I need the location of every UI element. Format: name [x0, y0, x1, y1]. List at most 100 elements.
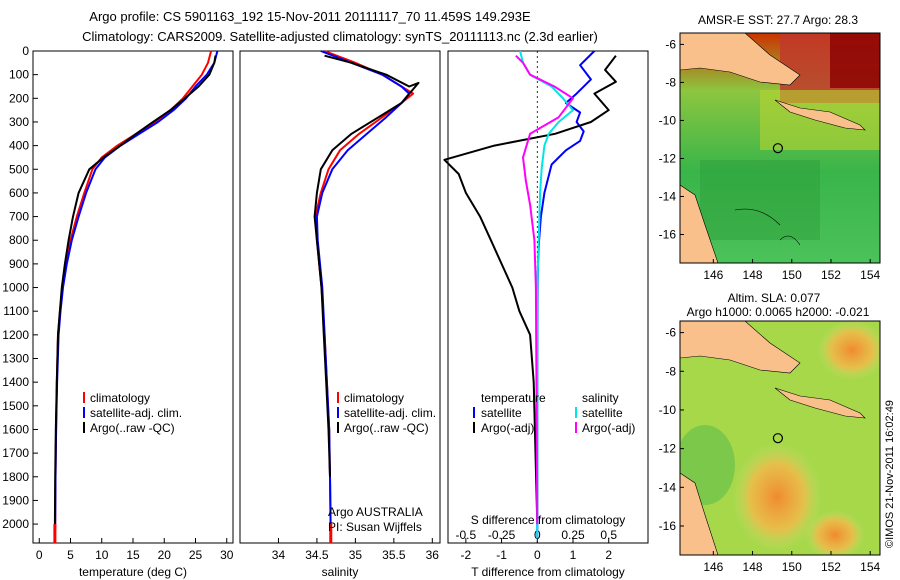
map-x-tick-label: 146: [703, 268, 723, 282]
top-tick-label: -0.25: [488, 528, 516, 542]
depth-tick-label: 500: [9, 162, 29, 176]
depth-tick-label: 900: [9, 257, 29, 271]
legend-label-satellite: satellite-adj. clim.: [90, 406, 182, 420]
x-tick-label: 35.5: [382, 548, 406, 562]
difference-xticks: -2 -1 0 1 2: [461, 538, 612, 562]
series-line-argo-raw-qc-: [53, 55, 217, 525]
map-y-tick-label: -10: [659, 403, 677, 417]
land-islands: [774, 99, 866, 131]
map-y-tick-label: -8: [665, 75, 676, 89]
difference-plot-frame: [447, 50, 649, 544]
salinity-lines: [313, 50, 420, 543]
map-x-tick-label: 148: [743, 268, 763, 282]
depth-tick-label: 1700: [2, 446, 29, 460]
depth-tick-label: 200: [9, 91, 29, 105]
temperature-legend: climatology satellite-adj. clim. Argo(..…: [83, 391, 182, 435]
salinity-xticks: 34 34.5 35 35.5 36: [272, 538, 440, 562]
series-line-salinity-argo-adj-: [515, 54, 574, 525]
map-y-tick-label: -12: [659, 442, 677, 456]
top-tick-label: 0.5: [600, 528, 617, 542]
depth-tick-label: 1300: [2, 352, 29, 366]
depth-tick-label: 1800: [2, 470, 29, 484]
x-tick-label: 20: [158, 548, 172, 562]
depth-tick-label: 1100: [3, 304, 29, 318]
difference-xlabel: T difference from climatology: [471, 565, 625, 579]
sla-map-title-2: Argo h1000: 0.0065 h2000: -0.021: [687, 305, 870, 319]
salinity-legend: climatology satellite-adj. clim. Argo(..…: [337, 391, 436, 435]
reef-contours: [734, 208, 801, 246]
map-y-tick-label: -16: [659, 227, 677, 241]
series-line-argo-raw-qc-: [313, 54, 420, 477]
map-x-tick-label: 152: [821, 268, 841, 282]
temperature-panel: 0100200300400500600700800900100011001200…: [2, 44, 233, 579]
map-x-tick-label: 152: [821, 560, 841, 574]
x-tick-label: 0: [36, 548, 43, 562]
x-tick-label: 5: [67, 548, 74, 562]
sst-map-yticks: -6 -8 -10 -12 -14 -16: [659, 37, 684, 241]
temperature-xlabel: temperature (deg C): [79, 565, 187, 579]
temperature-lines: [53, 50, 219, 543]
x-tick-label: 0: [534, 548, 541, 562]
depth-tick-label: 2000: [2, 517, 29, 531]
legend-title-salinity: salinity: [582, 391, 619, 405]
x-tick-label: 2: [605, 548, 612, 562]
argo-location-marker: [772, 433, 784, 444]
map-y-tick-label: -6: [665, 326, 676, 340]
salinity-panel: 34 34.5 35 35.5 36 climatology satellite-adj…: [239, 50, 441, 579]
depth-tick-label: 1200: [2, 328, 29, 342]
temperature-xticks: 0 5 10 15 20 25 30: [36, 538, 234, 562]
sst-map-panel: AMSR-E SST: 27.7 Argo: 28.3 146 148 150 152…: [659, 13, 881, 282]
top-tick-label: 0.25: [561, 528, 585, 542]
map-x-tick-label: 150: [782, 560, 802, 574]
depth-axis: 0 100 200 300 400 500 600 700 800 900 1000 1100 1200…: [2, 44, 38, 531]
series-line-satellite-adj-clim-: [315, 50, 411, 539]
sst-map-title: AMSR-E SST: 27.7 Argo: 28.3: [698, 13, 858, 27]
series-line-satellite-adj-clim-: [53, 50, 219, 539]
credit: ©IMOS 21-Nov-2011 16:02:49: [884, 400, 896, 548]
map-y-tick-label: -6: [665, 37, 676, 51]
map-y-tick-label: -12: [659, 151, 677, 165]
sla-positive-blob: [732, 442, 822, 552]
sst-map-frame: [679, 32, 881, 264]
difference-top-ticks: -0.5 -0.25 0 0.25 0.5: [456, 528, 618, 542]
x-tick-label: -1: [496, 548, 507, 562]
salinity-plot-frame: [239, 50, 441, 544]
map-y-tick-label: -16: [659, 519, 677, 533]
depth-tick-label: 100: [9, 68, 29, 82]
sst-warm-patch-core: [830, 33, 880, 88]
legend-label-t-satellite: satellite: [481, 406, 522, 420]
x-tick-label: 10: [95, 548, 109, 562]
x-tick-label: 34: [272, 548, 286, 562]
map-x-tick-label: 146: [703, 560, 723, 574]
x-tick-label: -2: [461, 548, 472, 562]
sla-positive-blob-ne: [817, 321, 880, 380]
x-tick-label: 1: [570, 548, 577, 562]
float-pi: PI: Susan Wijffels: [328, 520, 422, 534]
x-tick-label: 34.5: [305, 548, 329, 562]
depth-tick-label: 700: [9, 210, 29, 224]
top-tick-label: -0.5: [456, 528, 477, 542]
x-tick-label: 15: [126, 548, 140, 562]
map-y-tick-label: -10: [659, 113, 677, 127]
x-tick-label: 36: [426, 548, 440, 562]
legend-label-argo: Argo(..raw -QC): [90, 421, 175, 435]
difference-legend: temperature satellite Argo(-adj) salinit…: [473, 391, 635, 435]
depth-tick-label: 1400: [2, 375, 29, 389]
sla-map-xticks: 146 148 150 152 154: [703, 551, 881, 574]
x-tick-label: 25: [189, 548, 203, 562]
salinity-xlabel: salinity: [322, 565, 359, 579]
map-y-tick-label: -8: [665, 364, 676, 378]
depth-tick-label: 300: [9, 115, 29, 129]
argo-location-marker: [772, 143, 784, 154]
legend-label-satellite: satellite-adj. clim.: [344, 406, 436, 420]
series-line-climatology: [53, 50, 213, 539]
legend-label-s-satellite: satellite: [582, 406, 623, 420]
difference-lines: [443, 50, 617, 539]
sla-map-frame: [679, 320, 881, 556]
legend-label-climatology: climatology: [344, 391, 404, 405]
sst-map-xticks: 146 148 150 152 154: [703, 259, 881, 282]
difference-panel: -2 -1 0 1 2 -0.5 -0.25 0 0.25 0.5 temperature sa…: [443, 50, 649, 579]
map-y-tick-label: -14: [659, 480, 677, 494]
depth-tick-label: 400: [9, 139, 29, 153]
